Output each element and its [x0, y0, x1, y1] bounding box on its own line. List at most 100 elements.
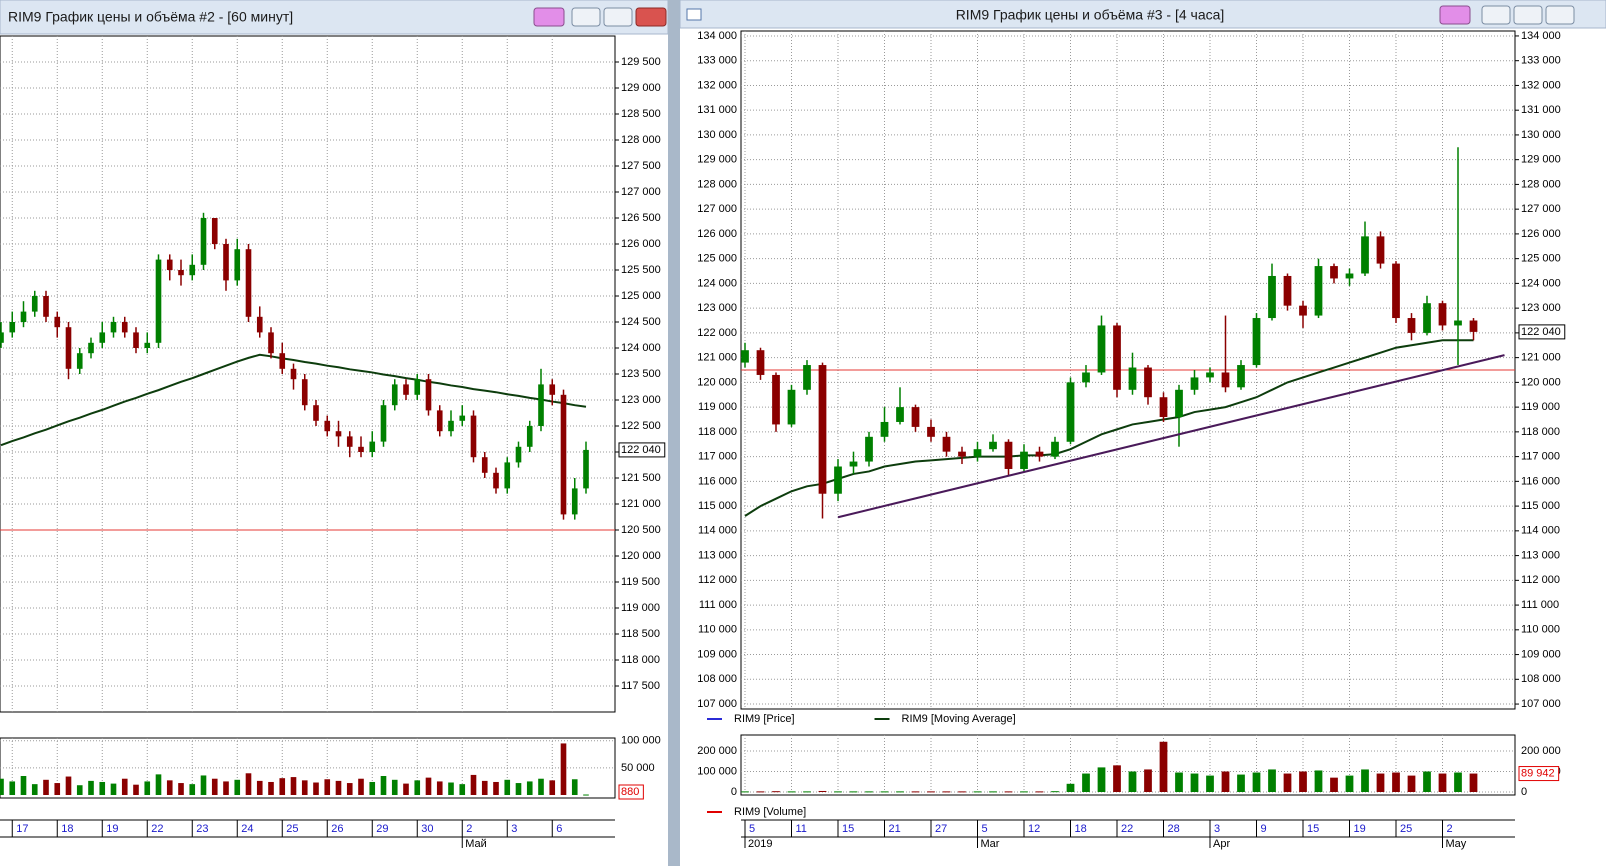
- volume-bar: [459, 784, 466, 795]
- volume-bar: [0, 778, 4, 795]
- maximize-button[interactable]: [1513, 5, 1543, 25]
- volume-bar: [560, 743, 567, 795]
- candle-body: [155, 259, 162, 343]
- candle-body: [942, 436, 951, 452]
- minimize-button[interactable]: [1481, 5, 1511, 25]
- y-tick-label: 128 000: [621, 134, 661, 146]
- y-tick-label: 118 000: [698, 426, 737, 438]
- candle-body: [9, 322, 16, 333]
- volume-bar: [358, 778, 364, 795]
- x-tick-label: 15: [1307, 823, 1319, 835]
- volume-bar: [1438, 773, 1447, 792]
- candle-body: [448, 420, 454, 432]
- y-tick-label: 121 000: [697, 352, 737, 364]
- y-tick-label: 109 000: [1521, 648, 1561, 660]
- candle-body: [346, 436, 353, 447]
- y-tick-label: 118 000: [1521, 426, 1560, 438]
- y-tick-label: 129 500: [621, 56, 661, 68]
- y-tick-label: 123 500: [621, 368, 661, 380]
- candle-body: [1268, 275, 1276, 319]
- volume-bar: [571, 779, 578, 795]
- close-button[interactable]: [1545, 5, 1575, 25]
- close-button[interactable]: [635, 7, 667, 27]
- candle-body: [1066, 382, 1075, 442]
- candle-body: [178, 270, 184, 276]
- candle-body: [425, 379, 432, 411]
- y-tick-label: 200 000: [697, 745, 737, 757]
- volume-bar: [65, 776, 72, 795]
- volume-bar: [20, 776, 27, 795]
- month-label: Май: [465, 838, 487, 850]
- x-tick-label: 18: [61, 823, 73, 835]
- minimize-button[interactable]: [571, 7, 601, 27]
- candle-body: [583, 449, 589, 489]
- volume-bar: [403, 783, 409, 795]
- candle-body: [973, 449, 982, 457]
- volume-bar: [1423, 771, 1431, 792]
- volume-bar: [1469, 773, 1478, 792]
- volume-bar: [346, 783, 353, 795]
- y-tick-label: 127 500: [621, 160, 661, 172]
- candle-body: [313, 405, 319, 421]
- candle-body: [200, 218, 207, 265]
- link-button[interactable]: [533, 7, 565, 27]
- candle-body: [1237, 365, 1245, 388]
- volume-bar: [166, 780, 173, 795]
- volume-bar: [31, 784, 38, 795]
- candle-body: [324, 420, 331, 432]
- candle-body: [391, 384, 398, 406]
- maximize-button[interactable]: [603, 7, 633, 27]
- candle-body: [481, 457, 488, 473]
- y-tick-label: 111 000: [699, 599, 737, 611]
- candle-body: [560, 394, 567, 515]
- x-tick-label: 6: [556, 823, 562, 835]
- x-tick-label: 11: [796, 823, 807, 835]
- volume-bar: [1407, 775, 1416, 792]
- candle-body: [741, 350, 749, 363]
- candle-body: [834, 466, 842, 494]
- y-tick-label: 119 500: [621, 576, 660, 588]
- volume-bar: [481, 780, 488, 795]
- volume-bar: [436, 781, 443, 795]
- candle-body: [268, 332, 274, 354]
- y-tick-label: 116 000: [698, 475, 737, 487]
- volume-bar: [973, 791, 982, 793]
- candle-body: [54, 316, 61, 328]
- x-tick-label: 2: [1447, 823, 1453, 835]
- volume-bar: [290, 777, 297, 795]
- volume-bar: [1066, 783, 1075, 792]
- volume-bar: [911, 791, 920, 793]
- candle-body: [1020, 451, 1028, 469]
- x-tick-label: 21: [889, 823, 901, 835]
- volume-bar: [369, 781, 376, 795]
- volume-bar: [849, 791, 858, 793]
- candle-body: [380, 405, 387, 442]
- candle-body: [358, 446, 364, 452]
- candle-body: [459, 415, 466, 421]
- candle-body: [189, 264, 196, 276]
- y-tick-label: 115 000: [698, 500, 737, 512]
- y-tick-label: 133 000: [697, 55, 737, 67]
- y-tick-label: 131 000: [1521, 104, 1561, 116]
- y-tick-label: 124 000: [1521, 277, 1561, 289]
- window-icon: [686, 8, 702, 21]
- link-button[interactable]: [1439, 5, 1471, 25]
- y-tick-label: 126 000: [697, 228, 737, 240]
- candle-body: [504, 462, 511, 489]
- volume-bar: [414, 780, 421, 795]
- y-tick-label: 132 000: [697, 79, 737, 91]
- x-tick-label: 22: [1121, 823, 1133, 835]
- candle-body: [144, 342, 151, 348]
- y-tick-label: 125 000: [621, 290, 661, 302]
- volume-bar: [549, 780, 556, 795]
- y-tick-label: 122 500: [621, 420, 661, 432]
- y-tick-label: 126 500: [621, 212, 661, 224]
- volume-bar: [515, 783, 522, 795]
- legend-label: RIM9 [Volume]: [734, 806, 806, 818]
- volume-bar: [1128, 771, 1137, 792]
- x-tick-label: 9: [1261, 823, 1267, 835]
- y-tick-label: 127 000: [621, 186, 661, 198]
- x-tick-label: 3: [1214, 823, 1220, 835]
- volume-bar: [741, 791, 749, 793]
